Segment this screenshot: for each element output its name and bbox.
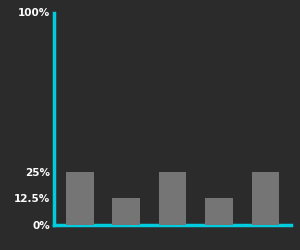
Bar bbox=[251, 172, 279, 225]
Bar bbox=[159, 172, 186, 225]
Bar bbox=[205, 198, 233, 225]
Bar bbox=[112, 198, 140, 225]
Bar bbox=[66, 172, 94, 225]
